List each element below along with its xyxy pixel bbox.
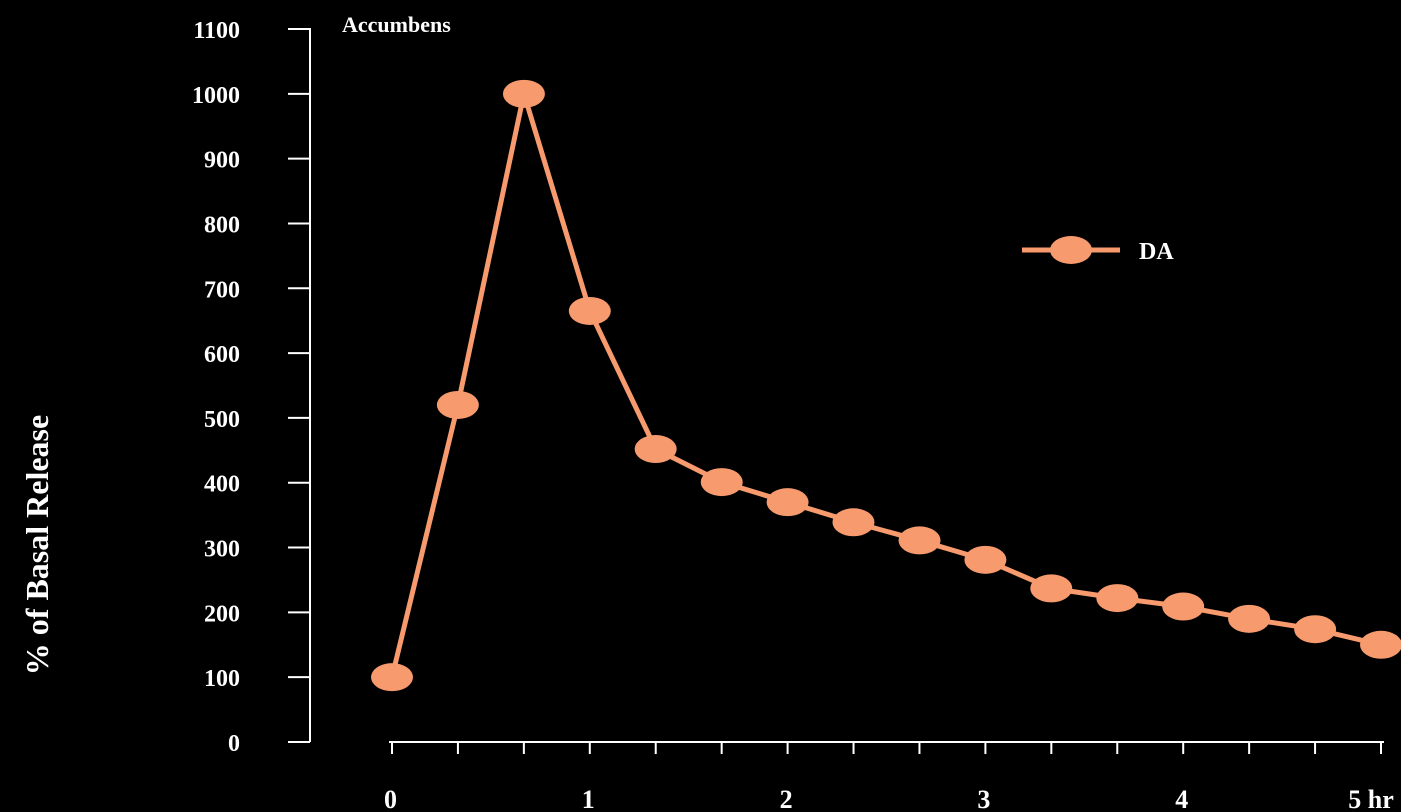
data-point bbox=[502, 79, 545, 108]
series-layer bbox=[371, 79, 1401, 692]
x-tick-label: 1 bbox=[582, 785, 595, 812]
data-point bbox=[832, 508, 875, 537]
y-tick-label: 300 bbox=[204, 537, 240, 563]
x-tick-label: 5 hr bbox=[1348, 785, 1394, 812]
data-point bbox=[898, 526, 941, 555]
x-tick-label: 0 bbox=[384, 785, 397, 812]
x-tick-label: 2 bbox=[780, 785, 793, 812]
y-tick-label: 900 bbox=[204, 148, 240, 174]
data-point bbox=[1360, 630, 1401, 659]
series-line-da bbox=[389, 91, 1382, 678]
y-tick-label: 700 bbox=[204, 277, 240, 303]
data-point bbox=[436, 390, 479, 419]
data-point bbox=[766, 488, 809, 517]
x-tick-label: 3 bbox=[977, 785, 990, 812]
legend-marker bbox=[1050, 236, 1092, 264]
data-point bbox=[700, 468, 743, 497]
data-point bbox=[568, 296, 611, 325]
data-point bbox=[371, 663, 413, 692]
data-point bbox=[1294, 615, 1337, 644]
data-point bbox=[1228, 604, 1271, 633]
x-tick-label: 4 bbox=[1175, 785, 1188, 812]
y-tick-label: 400 bbox=[204, 472, 240, 498]
x-axis: 0 1 2 3 4 5 hr bbox=[384, 741, 1394, 812]
data-point bbox=[634, 435, 677, 464]
y-tick-label: 500 bbox=[204, 407, 240, 433]
data-point bbox=[1096, 584, 1139, 613]
y-axis: 0 100 200 300 400 500 600 700 800 900 1000 1100 bbox=[192, 18, 311, 757]
y-tick-label: 600 bbox=[204, 342, 240, 368]
y-tick-label: 0 bbox=[228, 731, 240, 757]
y-tick-label: 100 bbox=[204, 666, 240, 692]
data-point bbox=[1030, 574, 1073, 603]
chart-title: Accumbens bbox=[342, 12, 451, 37]
y-axis-label: % of Basal Release bbox=[19, 415, 55, 675]
legend: DA bbox=[1022, 236, 1174, 265]
legend-label: DA bbox=[1139, 239, 1174, 265]
y-tick-label: 1100 bbox=[193, 18, 240, 44]
y-tick-label: 800 bbox=[204, 212, 240, 238]
data-point bbox=[964, 545, 1007, 574]
data-point bbox=[1162, 592, 1205, 621]
y-tick-label: 200 bbox=[204, 601, 240, 627]
y-tick-label: 1000 bbox=[192, 83, 240, 109]
